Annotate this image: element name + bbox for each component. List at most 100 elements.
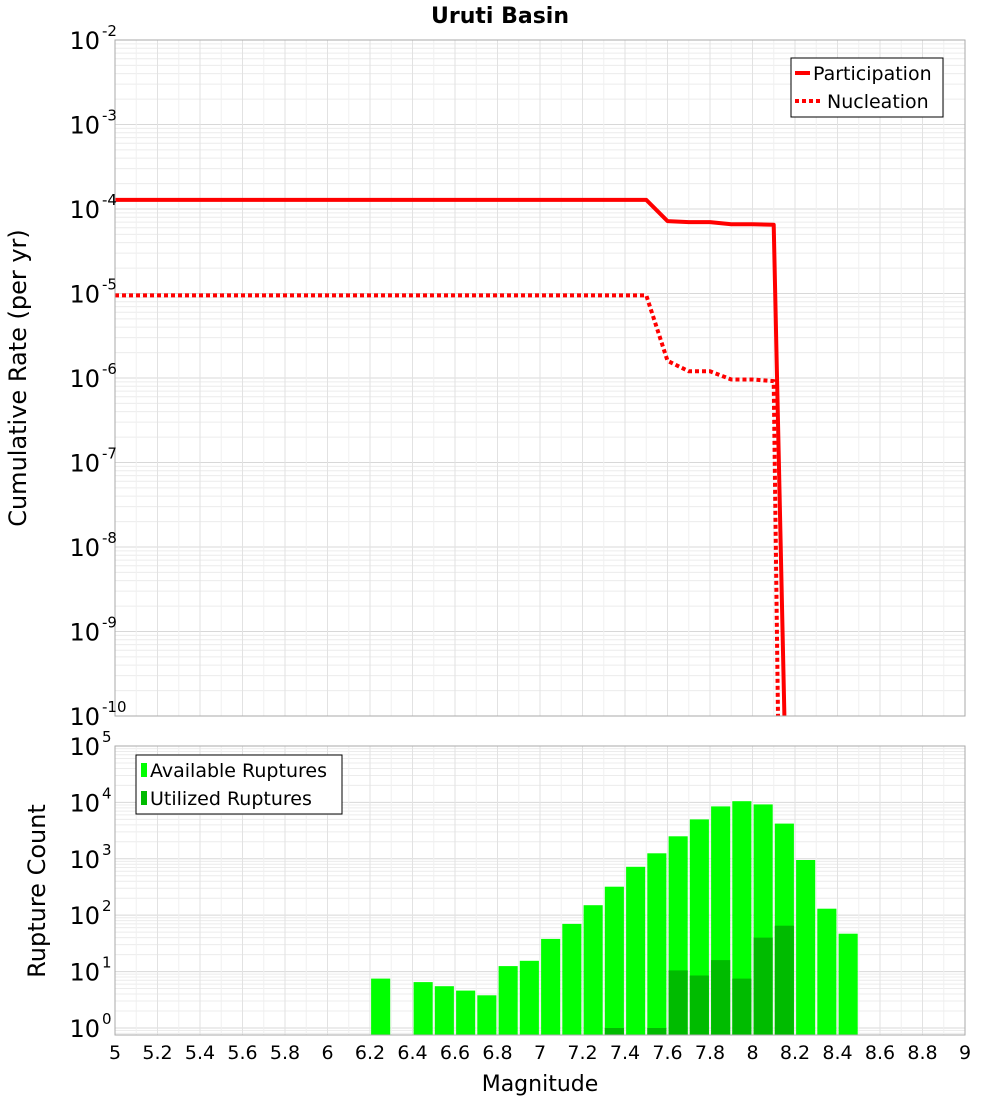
rate-y-tick-2: 10 -4 (69, 191, 117, 224)
count-y-tick-base: 10 (69, 902, 100, 930)
count-y-tick-exponent: 0 (102, 1010, 112, 1028)
utilized-ruptures-bar (689, 975, 709, 1035)
available-ruptures-bar (371, 978, 391, 1035)
rate-y-tick-exponent: -10 (102, 698, 127, 716)
rate-y-tick-base: 10 (69, 365, 100, 393)
x-tick-label: 6.4 (397, 1042, 427, 1064)
count-y-tick-base: 10 (69, 846, 100, 874)
rate-y-tick-8: 10 -10 (69, 698, 126, 731)
rate-y-tick-base: 10 (69, 619, 100, 647)
rate-y-tick-4: 10 -6 (69, 360, 117, 393)
available-ruptures-bar (456, 990, 476, 1035)
rate-plot-y-axis-label: Cumulative Rate (per yr) (4, 229, 32, 527)
rupture-count-frame (114, 745, 966, 1036)
available-ruptures-bar (817, 908, 837, 1035)
available-ruptures-bar (519, 960, 539, 1035)
x-tick-label: 8.4 (822, 1042, 852, 1064)
x-tick-label: 6.8 (482, 1042, 512, 1064)
x-tick-label: 7.6 (652, 1042, 682, 1064)
series-line-nucleation (115, 293, 780, 717)
rate-y-tick-exponent: -9 (102, 614, 117, 632)
x-tick-label: 8.8 (907, 1042, 937, 1064)
rate-y-tick-0: 10 -2 (69, 22, 117, 55)
utilized-ruptures-bar (668, 970, 688, 1035)
count-y-tick-base: 10 (69, 959, 100, 987)
rate-plot-y-ticks: 10-210-310-410-510-610-710-810-910-10 (69, 22, 126, 731)
x-tick-label: 6 (321, 1042, 333, 1064)
available-ruptures-bar (583, 905, 603, 1035)
legend-swatch-utilized-ruptures (141, 791, 147, 805)
utilized-ruptures-bar (732, 978, 752, 1035)
legend-label-utilized-ruptures: Utilized Ruptures (150, 788, 312, 810)
rate-y-tick-5: 10 -7 (69, 445, 117, 478)
rate-y-tick-base: 10 (69, 281, 100, 309)
rate-plot-frame (114, 39, 966, 717)
rate-y-tick-exponent: -2 (102, 22, 117, 40)
x-tick-label: 6.6 (440, 1042, 470, 1064)
x-tick-label: 5.8 (270, 1042, 300, 1064)
utilized-ruptures-bar (604, 1028, 624, 1035)
legend-label-available-ruptures: Available Ruptures (150, 760, 327, 782)
rate-y-tick-base: 10 (69, 196, 100, 224)
available-ruptures-bar (541, 938, 561, 1035)
rate-plot-gridlines (114, 40, 966, 717)
x-tick-label: 8.2 (780, 1042, 810, 1064)
available-ruptures-bar (413, 982, 433, 1035)
count-y-tick-base: 10 (69, 733, 100, 761)
count-y-tick-5: 10 0 (69, 1010, 111, 1043)
rate-plot-series (115, 197, 787, 717)
count-y-tick-0: 10 5 (69, 728, 111, 761)
rate-plot-legend: Participation Nucleation (790, 57, 944, 118)
available-ruptures-bar (796, 860, 816, 1035)
available-ruptures-bar (626, 866, 646, 1035)
utilized-ruptures-bar (647, 1028, 667, 1035)
available-ruptures-bar (434, 986, 454, 1035)
count-y-tick-1: 10 4 (69, 784, 111, 817)
rate-y-tick-base: 10 (69, 703, 100, 731)
rate-y-tick-1: 10 -3 (69, 107, 117, 140)
rate-y-tick-6: 10 -8 (69, 529, 117, 562)
rate-y-tick-exponent: -4 (102, 191, 117, 209)
available-ruptures-bar (498, 966, 518, 1035)
legend-frame (790, 57, 944, 118)
rate-y-tick-base: 10 (69, 112, 100, 140)
rate-y-tick-3: 10 -5 (69, 276, 117, 309)
x-tick-label: 7 (534, 1042, 546, 1064)
count-y-tick-exponent: 4 (102, 784, 112, 802)
available-ruptures-bar (732, 801, 752, 1035)
available-ruptures-bar (647, 853, 667, 1035)
rate-y-tick-base: 10 (69, 450, 100, 478)
rupture-count-y-axis-label: Rupture Count (23, 804, 51, 978)
rupture-count-bars (371, 801, 858, 1035)
rate-y-tick-exponent: -3 (102, 107, 117, 125)
x-tick-label: 8.6 (865, 1042, 895, 1064)
count-y-tick-exponent: 3 (102, 841, 112, 859)
count-y-tick-exponent: 2 (102, 897, 112, 915)
x-tick-label: 5.6 (227, 1042, 257, 1064)
series-line-participation (115, 197, 787, 717)
rate-y-tick-7: 10 -9 (69, 614, 117, 647)
count-y-tick-3: 10 2 (69, 897, 111, 930)
x-tick-label: 7.4 (610, 1042, 640, 1064)
x-tick-label: 9 (959, 1042, 971, 1064)
rate-y-tick-base: 10 (69, 534, 100, 562)
count-y-tick-base: 10 (69, 1015, 100, 1043)
count-y-tick-2: 10 3 (69, 841, 111, 874)
utilized-ruptures-bar (711, 960, 731, 1035)
x-axis-ticks: 5 5.2 5.4 5.6 5.8 6 6.2 6.4 6.6 6.8 7 7.2 7.4 7.6 7.8 8… (109, 1042, 971, 1064)
available-ruptures-bar (477, 995, 497, 1035)
count-y-tick-4: 10 1 (69, 954, 111, 987)
x-axis-label: Magnitude (482, 1072, 599, 1097)
x-tick-label: 7.2 (567, 1042, 597, 1064)
legend-frame (135, 754, 343, 815)
x-tick-label: 5.4 (185, 1042, 215, 1064)
rupture-count-legend: Available Ruptures Utilized Ruptures (135, 754, 343, 815)
legend-label-participation: Participation (813, 63, 932, 85)
rate-y-tick-exponent: -5 (102, 276, 117, 294)
x-tick-label: 6.2 (355, 1042, 385, 1064)
legend-label-nucleation: Nucleation (827, 91, 929, 113)
count-y-tick-exponent: 5 (102, 728, 112, 746)
count-y-tick-base: 10 (69, 789, 100, 817)
available-ruptures-bar (562, 923, 582, 1035)
